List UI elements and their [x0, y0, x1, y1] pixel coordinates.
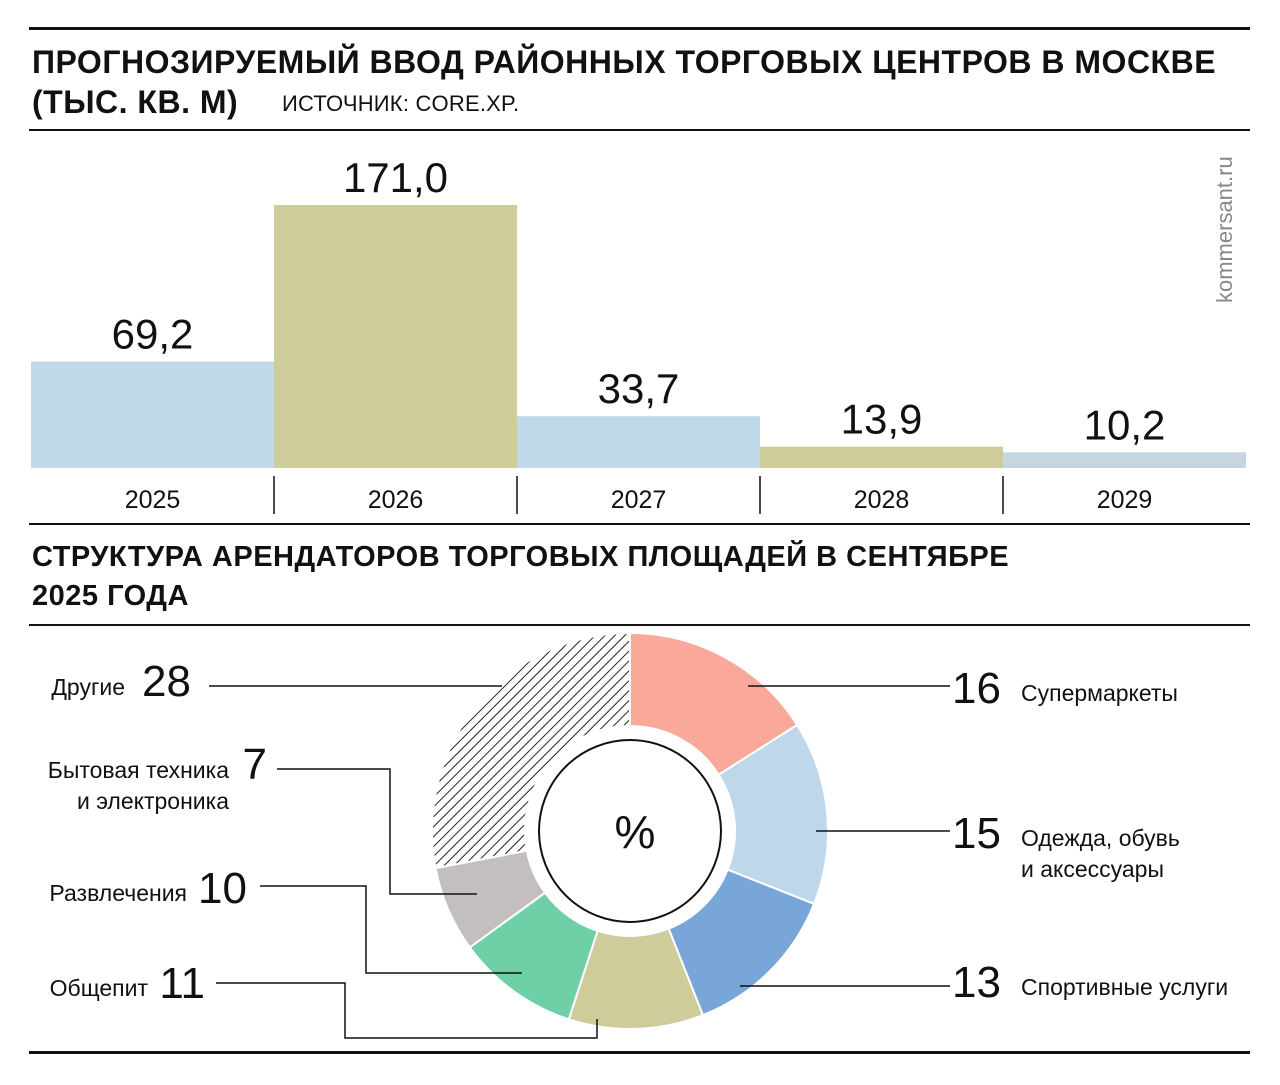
slice-category-label: Спортивные услуги [1021, 974, 1228, 1000]
source-note: ИСТОЧНИК: CORE.XP. [282, 91, 520, 116]
slice-value-label: 11 [159, 959, 205, 1008]
x-tick-label: 2026 [368, 486, 424, 514]
callout-line [277, 768, 477, 895]
pie-title-rule [29, 624, 1250, 626]
bar-value-label: 13,9 [841, 396, 923, 443]
bar-2025 [31, 361, 274, 468]
donut-chart: % 16 Супермаркеты 15 Одежда, обувь и аксессуа… [48, 631, 1228, 1039]
slice-category-label: Другие [51, 674, 125, 700]
slice-category-label: Супермаркеты [1021, 680, 1178, 706]
slice-category-label: Бытовая техника и электроника [48, 757, 229, 814]
bar-value-label: 10,2 [1084, 401, 1166, 448]
donut-slice-6 [431, 631, 631, 870]
donut-center-circle [538, 739, 722, 923]
bar-2026 [274, 205, 517, 468]
bottom-rule [29, 1051, 1250, 1054]
bar-chart: 69,2 2025 171,0 2026 33,7 2027 13,9 2028 10,2 202… [31, 154, 1246, 514]
section-rule [29, 523, 1250, 525]
chart-title-line1: ПРОГНОЗИРУЕМЫЙ ВВОД РАЙОННЫХ ТОРГОВЫХ ЦЕ… [32, 44, 1217, 80]
pie-title-line1: СТРУКТУРА АРЕНДАТОРОВ ТОРГОВЫХ ПЛОЩАДЕЙ … [32, 541, 1010, 573]
chart-title-line2: (ТЫС. КВ. М) [32, 84, 239, 120]
donut-center-label: % [615, 806, 656, 858]
callout-line [260, 885, 522, 974]
bar-value-label: 171,0 [343, 154, 448, 201]
slice-value-label: 10 [198, 864, 247, 913]
callout-line [216, 982, 598, 1039]
bar-value-label: 33,7 [598, 365, 680, 412]
x-tick-label: 2027 [611, 486, 667, 514]
slice-category-label: Развлечения [49, 880, 187, 906]
slice-value-label: 16 [952, 664, 1001, 713]
slice-value-label: 7 [243, 740, 267, 789]
pie-title-line2: 2025 ГОДА [32, 580, 189, 612]
bar-2028 [760, 446, 1003, 468]
title-rule [29, 129, 1250, 131]
bar-value-label: 69,2 [112, 311, 194, 358]
slice-category-label: Одежда, обувь и аксессуары [1021, 825, 1180, 882]
x-tick-label: 2028 [854, 486, 910, 514]
x-tick-label: 2025 [125, 486, 181, 514]
bar-2029 [1003, 452, 1246, 468]
top-rule [29, 27, 1250, 30]
x-tick-label: 2029 [1097, 486, 1153, 514]
slice-value-label: 28 [142, 657, 191, 706]
bar-2027 [517, 416, 760, 468]
slice-category-label: Общепит [50, 975, 149, 1001]
slice-value-label: 15 [952, 809, 1001, 858]
slice-value-label: 13 [952, 958, 1001, 1007]
